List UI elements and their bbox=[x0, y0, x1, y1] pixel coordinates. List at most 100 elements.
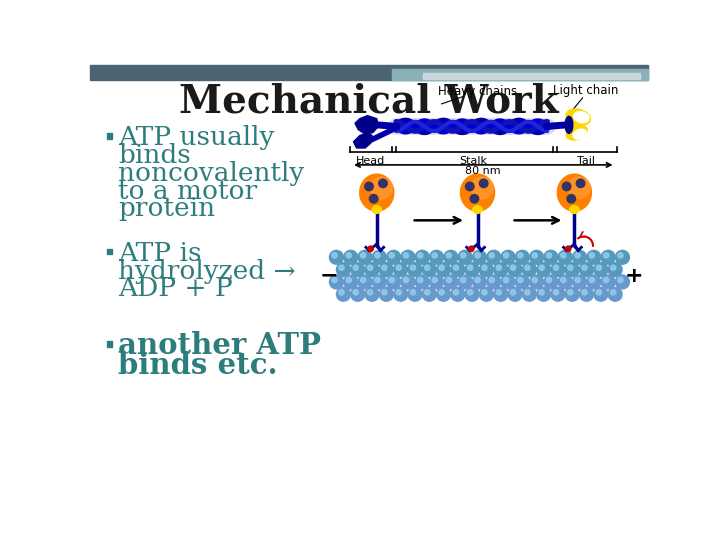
Circle shape bbox=[575, 253, 580, 258]
Circle shape bbox=[465, 262, 479, 276]
Circle shape bbox=[480, 287, 493, 301]
Circle shape bbox=[458, 251, 472, 264]
Text: to a motor: to a motor bbox=[118, 179, 257, 204]
Circle shape bbox=[551, 262, 565, 276]
Circle shape bbox=[379, 179, 387, 187]
Circle shape bbox=[467, 289, 473, 295]
Circle shape bbox=[418, 253, 423, 258]
Ellipse shape bbox=[461, 174, 495, 211]
Circle shape bbox=[351, 262, 365, 276]
Circle shape bbox=[379, 287, 393, 301]
Circle shape bbox=[351, 287, 365, 301]
Circle shape bbox=[567, 194, 575, 203]
Circle shape bbox=[544, 275, 558, 289]
Ellipse shape bbox=[360, 174, 394, 211]
Polygon shape bbox=[355, 116, 378, 134]
Circle shape bbox=[589, 278, 595, 282]
Circle shape bbox=[353, 265, 359, 271]
Text: Tail: Tail bbox=[577, 157, 595, 166]
Text: another ATP: another ATP bbox=[118, 332, 321, 360]
Circle shape bbox=[582, 289, 588, 295]
Ellipse shape bbox=[472, 177, 493, 199]
Circle shape bbox=[530, 275, 544, 289]
Circle shape bbox=[501, 251, 515, 264]
Ellipse shape bbox=[557, 174, 591, 211]
Circle shape bbox=[522, 287, 536, 301]
Circle shape bbox=[546, 253, 552, 258]
Circle shape bbox=[553, 289, 559, 295]
Ellipse shape bbox=[574, 112, 589, 123]
Circle shape bbox=[567, 265, 573, 271]
Ellipse shape bbox=[573, 129, 587, 139]
Circle shape bbox=[565, 287, 579, 301]
Circle shape bbox=[389, 278, 395, 282]
Circle shape bbox=[516, 251, 529, 264]
Circle shape bbox=[582, 265, 588, 271]
Circle shape bbox=[451, 262, 465, 276]
Circle shape bbox=[465, 287, 479, 301]
Circle shape bbox=[466, 182, 474, 191]
Circle shape bbox=[489, 253, 495, 258]
Circle shape bbox=[536, 262, 551, 276]
Circle shape bbox=[572, 251, 587, 264]
Circle shape bbox=[389, 253, 395, 258]
Circle shape bbox=[482, 265, 487, 271]
Circle shape bbox=[387, 251, 400, 264]
Text: protein: protein bbox=[118, 197, 215, 221]
Circle shape bbox=[611, 289, 616, 295]
Circle shape bbox=[336, 262, 351, 276]
Circle shape bbox=[558, 251, 572, 264]
Circle shape bbox=[580, 287, 593, 301]
Circle shape bbox=[365, 182, 373, 191]
Circle shape bbox=[403, 278, 409, 282]
Circle shape bbox=[358, 275, 372, 289]
Circle shape bbox=[374, 278, 380, 282]
Circle shape bbox=[551, 287, 565, 301]
Circle shape bbox=[496, 289, 501, 295]
Circle shape bbox=[487, 275, 500, 289]
Circle shape bbox=[480, 179, 488, 187]
Circle shape bbox=[562, 182, 571, 191]
Circle shape bbox=[470, 194, 479, 203]
Bar bbox=[90, 65, 648, 80]
Ellipse shape bbox=[570, 206, 579, 213]
Circle shape bbox=[396, 289, 401, 295]
Circle shape bbox=[539, 289, 544, 295]
Circle shape bbox=[336, 287, 351, 301]
Circle shape bbox=[410, 289, 415, 295]
Text: binds etc.: binds etc. bbox=[118, 350, 277, 380]
Circle shape bbox=[365, 287, 379, 301]
Circle shape bbox=[387, 275, 400, 289]
Circle shape bbox=[446, 278, 451, 282]
Circle shape bbox=[616, 275, 629, 289]
Circle shape bbox=[575, 278, 580, 282]
Circle shape bbox=[439, 265, 444, 271]
Circle shape bbox=[394, 262, 408, 276]
Ellipse shape bbox=[473, 206, 482, 213]
Circle shape bbox=[368, 246, 373, 252]
Circle shape bbox=[589, 253, 595, 258]
Circle shape bbox=[618, 278, 623, 282]
Circle shape bbox=[453, 289, 459, 295]
Circle shape bbox=[453, 265, 459, 271]
Circle shape bbox=[379, 262, 393, 276]
Text: Light chain: Light chain bbox=[553, 84, 618, 98]
Circle shape bbox=[365, 262, 379, 276]
Circle shape bbox=[372, 275, 387, 289]
Circle shape bbox=[611, 265, 616, 271]
Circle shape bbox=[444, 251, 458, 264]
Circle shape bbox=[596, 289, 601, 295]
Text: binds: binds bbox=[118, 143, 191, 168]
Circle shape bbox=[596, 265, 601, 271]
Circle shape bbox=[382, 265, 387, 271]
Circle shape bbox=[353, 289, 359, 295]
Circle shape bbox=[422, 262, 436, 276]
Circle shape bbox=[532, 278, 537, 282]
Text: Mechanical Work: Mechanical Work bbox=[179, 83, 559, 121]
Circle shape bbox=[496, 265, 501, 271]
Circle shape bbox=[361, 278, 366, 282]
Circle shape bbox=[410, 265, 415, 271]
Circle shape bbox=[587, 275, 600, 289]
Circle shape bbox=[444, 275, 458, 289]
Circle shape bbox=[472, 251, 487, 264]
